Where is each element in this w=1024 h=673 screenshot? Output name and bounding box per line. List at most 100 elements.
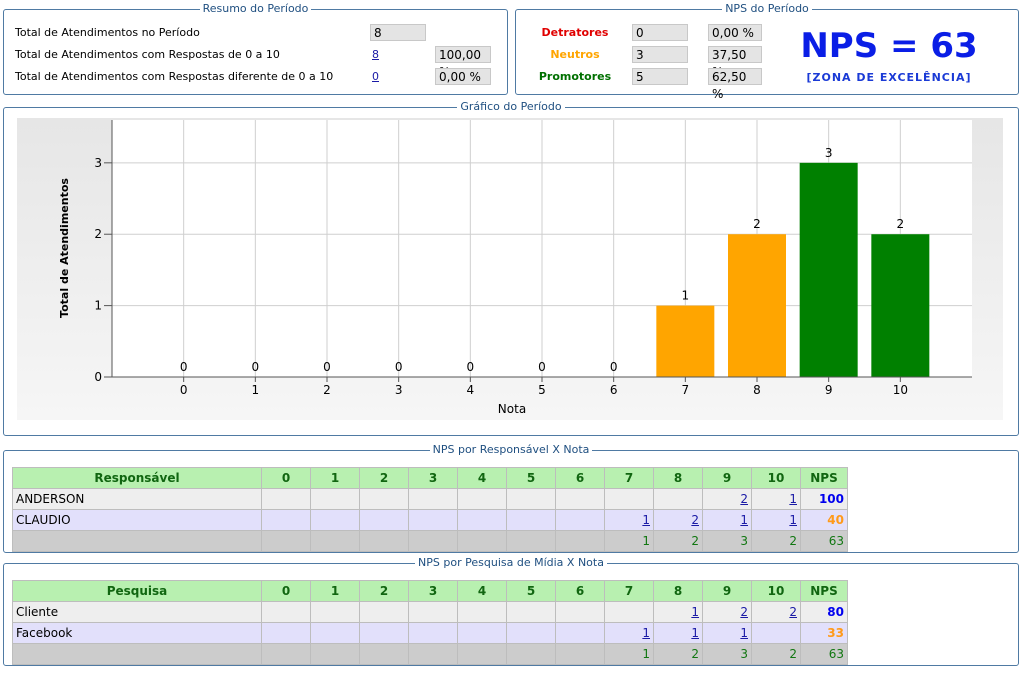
empty-cell — [261, 601, 311, 623]
header-cell: 10 — [751, 467, 801, 489]
count-link[interactable]: 1 — [642, 513, 650, 527]
bar — [799, 162, 858, 377]
empty-cell — [506, 622, 556, 644]
header-cell: NPS — [800, 580, 848, 602]
count-cell: 1 — [604, 622, 654, 644]
empty-cell — [751, 622, 801, 644]
x-tick-label: 8 — [753, 383, 761, 397]
empty-cell — [604, 601, 654, 623]
data-table: Pesquisa 0 1 2 3 4 5 6 7 8 9 10 NPS Cliente 1 2 2 80 Faceb… — [12, 580, 848, 665]
count-link[interactable]: 2 — [740, 605, 748, 619]
empty-cell — [408, 509, 458, 531]
responsavel-panel: NPS por Responsável X Nota Responsável 0 1… — [3, 443, 1019, 553]
count-link[interactable]: 1 — [740, 626, 748, 640]
value-box: 8 — [370, 24, 426, 41]
header-cell: 4 — [457, 467, 507, 489]
y-tick-label: 3 — [94, 156, 102, 170]
header-cell: 8 — [653, 580, 703, 602]
count-box: 5 — [632, 68, 688, 85]
empty-cell — [506, 601, 556, 623]
count-box: 3 — [632, 46, 688, 63]
pesquisa-panel: NPS por Pesquisa de Mídia X Nota Pesquis… — [3, 556, 1019, 666]
header-cell: 6 — [555, 467, 605, 489]
nps-cell: 100 — [800, 488, 848, 510]
header-cell: 0 — [261, 467, 311, 489]
empty-cell — [359, 643, 409, 665]
header-cell: 4 — [457, 580, 507, 602]
count-link[interactable]: 2 — [691, 513, 699, 527]
empty-cell — [310, 488, 360, 510]
header-cell: Pesquisa — [12, 580, 262, 602]
count-cell: 1 — [751, 488, 801, 510]
nps-score: NPS = 63 — [800, 26, 978, 66]
count-link[interactable]: 1 — [691, 605, 699, 619]
count-link[interactable]: 2 — [789, 605, 797, 619]
header-cell: 5 — [506, 580, 556, 602]
nps-label: Promotores — [538, 70, 612, 83]
x-tick-label: 7 — [682, 383, 690, 397]
empty-cell — [408, 530, 458, 552]
count-link[interactable]: 1 — [740, 513, 748, 527]
link[interactable]: 0 — [372, 70, 379, 83]
data-row: CLAUDIO 1 2 1 1 40 — [12, 509, 848, 531]
total-cell: 2 — [653, 643, 703, 665]
empty-cell — [12, 530, 262, 552]
empty-cell — [555, 643, 605, 665]
value-label: 2 — [753, 217, 761, 231]
value-label: 3 — [825, 146, 833, 160]
value-label: 0 — [610, 360, 618, 374]
empty-cell — [261, 488, 311, 510]
percent-box: 62,50 % — [708, 68, 762, 101]
percent-box: 0,00 % — [708, 24, 762, 41]
section-title: Resumo do Período — [199, 2, 312, 15]
link[interactable]: 8 — [372, 48, 379, 61]
count-link[interactable]: 1 — [642, 626, 650, 640]
count-link[interactable]: 1 — [789, 492, 797, 506]
data-row: ANDERSON 2 1 100 — [12, 488, 848, 510]
x-tick-label: 0 — [180, 383, 188, 397]
empty-cell — [506, 488, 556, 510]
value-label: 0 — [180, 360, 188, 374]
empty-cell — [261, 509, 311, 531]
empty-cell — [408, 601, 458, 623]
empty-cell — [261, 643, 311, 665]
count-link[interactable]: 2 — [740, 492, 748, 506]
header-row: Responsável 0 1 2 3 4 5 6 7 8 9 10 NPS — [12, 467, 848, 489]
empty-cell — [457, 509, 507, 531]
count-link[interactable]: 1 — [691, 626, 699, 640]
header-cell: 0 — [261, 580, 311, 602]
total-row: 1 2 3 2 63 — [12, 530, 848, 552]
count-cell: 1 — [604, 509, 654, 531]
y-tick-label: 1 — [94, 299, 102, 313]
empty-cell — [506, 643, 556, 665]
count-cell: 1 — [653, 601, 703, 623]
count-link[interactable]: 1 — [789, 513, 797, 527]
empty-cell — [310, 622, 360, 644]
value-label: 1 — [682, 289, 690, 303]
x-axis-label: Nota — [498, 402, 526, 416]
label: Total de Atendimentos com Respostas dife… — [15, 70, 334, 83]
header-cell: 2 — [359, 467, 409, 489]
header-cell: Responsável — [12, 467, 262, 489]
resumo-panel: Resumo do Período Total de Atendimentos … — [3, 2, 508, 95]
data-table: Responsável 0 1 2 3 4 5 6 7 8 9 10 NPS ANDERSON 2 1 100 C… — [12, 467, 848, 552]
empty-cell — [261, 622, 311, 644]
section-title: NPS por Pesquisa de Mídia X Nota — [415, 556, 607, 569]
header-cell: 8 — [653, 467, 703, 489]
nps-label: Detratores — [541, 26, 609, 39]
empty-cell — [408, 488, 458, 510]
header-cell: 9 — [702, 580, 752, 602]
x-tick-label: 2 — [323, 383, 331, 397]
count-cell: 2 — [751, 601, 801, 623]
empty-cell — [359, 601, 409, 623]
x-tick-label: 3 — [395, 383, 403, 397]
header-cell: 1 — [310, 580, 360, 602]
value-label: 0 — [467, 360, 475, 374]
x-tick-label: 5 — [538, 383, 546, 397]
header-cell: 3 — [408, 467, 458, 489]
empty-cell — [457, 622, 507, 644]
empty-cell — [457, 530, 507, 552]
x-tick-label: 9 — [825, 383, 833, 397]
percent-box: 0,00 % — [435, 68, 491, 85]
